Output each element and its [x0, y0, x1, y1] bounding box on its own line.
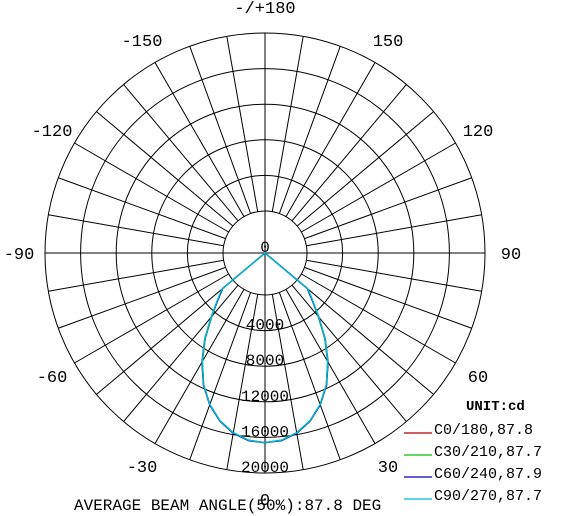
grid-spoke: [304, 177, 472, 240]
legend: C0/180,87.8 C30/210,87.7 C60/240,87.9 C90/2…: [404, 422, 542, 505]
legend-entry: C60/240,87.9: [434, 466, 542, 483]
radial-label: 0: [260, 239, 270, 257]
grid-spoke: [123, 84, 239, 222]
angle-label: 0: [260, 492, 270, 511]
beam-angle-footer: AVERAGE BEAM ANGLE(50%):87.8 DEG: [74, 497, 381, 515]
angle-label: 150: [373, 33, 404, 52]
grid-spoke: [301, 273, 456, 364]
grid-spoke: [96, 279, 234, 395]
grid-spoke: [304, 266, 472, 329]
radial-label: 4000: [246, 317, 284, 335]
grid-spoke: [291, 84, 407, 222]
angle-label: 60: [468, 369, 488, 388]
radial-label: 8000: [246, 352, 284, 370]
grid-spoke: [306, 214, 482, 247]
angle-label: -90: [4, 246, 35, 265]
grid-spoke: [226, 294, 259, 470]
intensity-curves: [201, 252, 329, 444]
angle-label: -150: [122, 33, 163, 52]
grid-spoke: [301, 142, 456, 233]
radial-label: 12000: [241, 388, 289, 406]
grid-spoke: [74, 273, 229, 364]
grid-spoke: [296, 279, 434, 395]
grid-spoke: [226, 36, 259, 212]
grid-spoke: [74, 142, 229, 233]
angle-label: 120: [463, 123, 494, 142]
angle-label: -/+180: [234, 0, 295, 19]
angle-label: -60: [37, 369, 68, 388]
angle-label: 90: [501, 246, 521, 265]
grid-spoke: [291, 284, 407, 422]
radial-label: 20000: [241, 459, 289, 477]
polar-grid: [44, 32, 486, 474]
angle-label: -120: [32, 123, 73, 142]
radial-labels: 0 4000 8000 12000 16000 20000: [241, 239, 289, 477]
grid-spoke: [189, 292, 252, 460]
angle-label: -30: [127, 459, 158, 478]
grid-spoke: [96, 111, 234, 227]
grid-spoke: [278, 46, 341, 214]
grid-spoke: [48, 214, 224, 247]
grid-spoke: [278, 292, 341, 460]
legend-entry: C30/210,87.7: [434, 444, 542, 461]
grid-spoke: [306, 259, 482, 292]
grid-spoke: [189, 46, 252, 214]
grid-spoke: [123, 284, 239, 422]
grid-spoke: [285, 62, 376, 217]
grid-spoke: [154, 62, 245, 217]
grid-spoke: [285, 289, 376, 444]
grid-spoke: [271, 294, 304, 470]
curve-series-3: [201, 252, 329, 444]
angle-labels: -/+180 150 120 90 60 30 0 -30 -60 -90 -120 -150: [4, 0, 522, 511]
radial-label: 16000: [241, 423, 289, 441]
angle-label: 30: [378, 459, 398, 478]
grid-spoke: [271, 36, 304, 212]
legend-entry: C0/180,87.8: [434, 422, 533, 439]
grid-spoke: [48, 259, 224, 292]
grid-spoke: [58, 266, 226, 329]
grid-spoke: [58, 177, 226, 240]
legend-entry: C90/270,87.7: [434, 488, 542, 505]
grid-spoke: [154, 289, 245, 444]
grid-spoke: [296, 111, 434, 227]
unit-label: UNIT:cd: [466, 399, 525, 415]
